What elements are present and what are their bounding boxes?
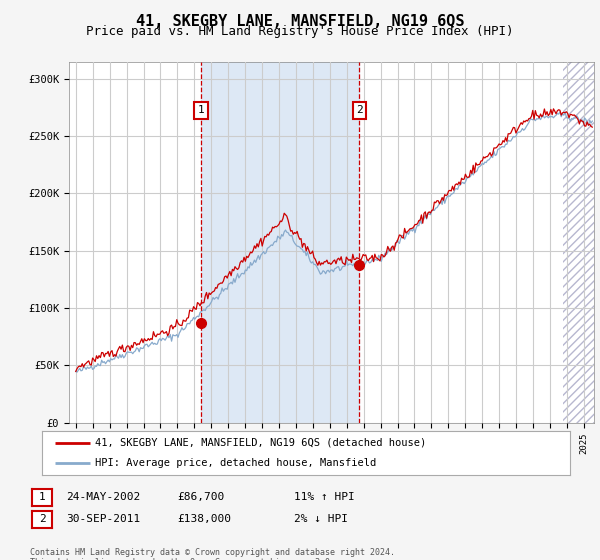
Bar (563, 62, 594, 423)
Text: 30-SEP-2011: 30-SEP-2011 (66, 514, 140, 524)
Text: 1: 1 (38, 492, 46, 502)
Bar (563, 62, 594, 423)
Text: 11% ↑ HPI: 11% ↑ HPI (294, 492, 355, 502)
Text: £86,700: £86,700 (177, 492, 224, 502)
Text: 41, SKEGBY LANE, MANSFIELD, NG19 6QS: 41, SKEGBY LANE, MANSFIELD, NG19 6QS (136, 14, 464, 29)
Text: 2: 2 (38, 514, 46, 524)
Text: 2% ↓ HPI: 2% ↓ HPI (294, 514, 348, 524)
Text: £138,000: £138,000 (177, 514, 231, 524)
Text: 2: 2 (356, 105, 363, 115)
Text: 41, SKEGBY LANE, MANSFIELD, NG19 6QS (detached house): 41, SKEGBY LANE, MANSFIELD, NG19 6QS (de… (95, 438, 426, 448)
Bar (201, 62, 359, 423)
Text: Contains HM Land Registry data © Crown copyright and database right 2024.
This d: Contains HM Land Registry data © Crown c… (30, 548, 395, 560)
Text: HPI: Average price, detached house, Mansfield: HPI: Average price, detached house, Mans… (95, 458, 376, 468)
Text: 24-MAY-2002: 24-MAY-2002 (66, 492, 140, 502)
Text: 1: 1 (198, 105, 205, 115)
Text: Price paid vs. HM Land Registry's House Price Index (HPI): Price paid vs. HM Land Registry's House … (86, 25, 514, 38)
